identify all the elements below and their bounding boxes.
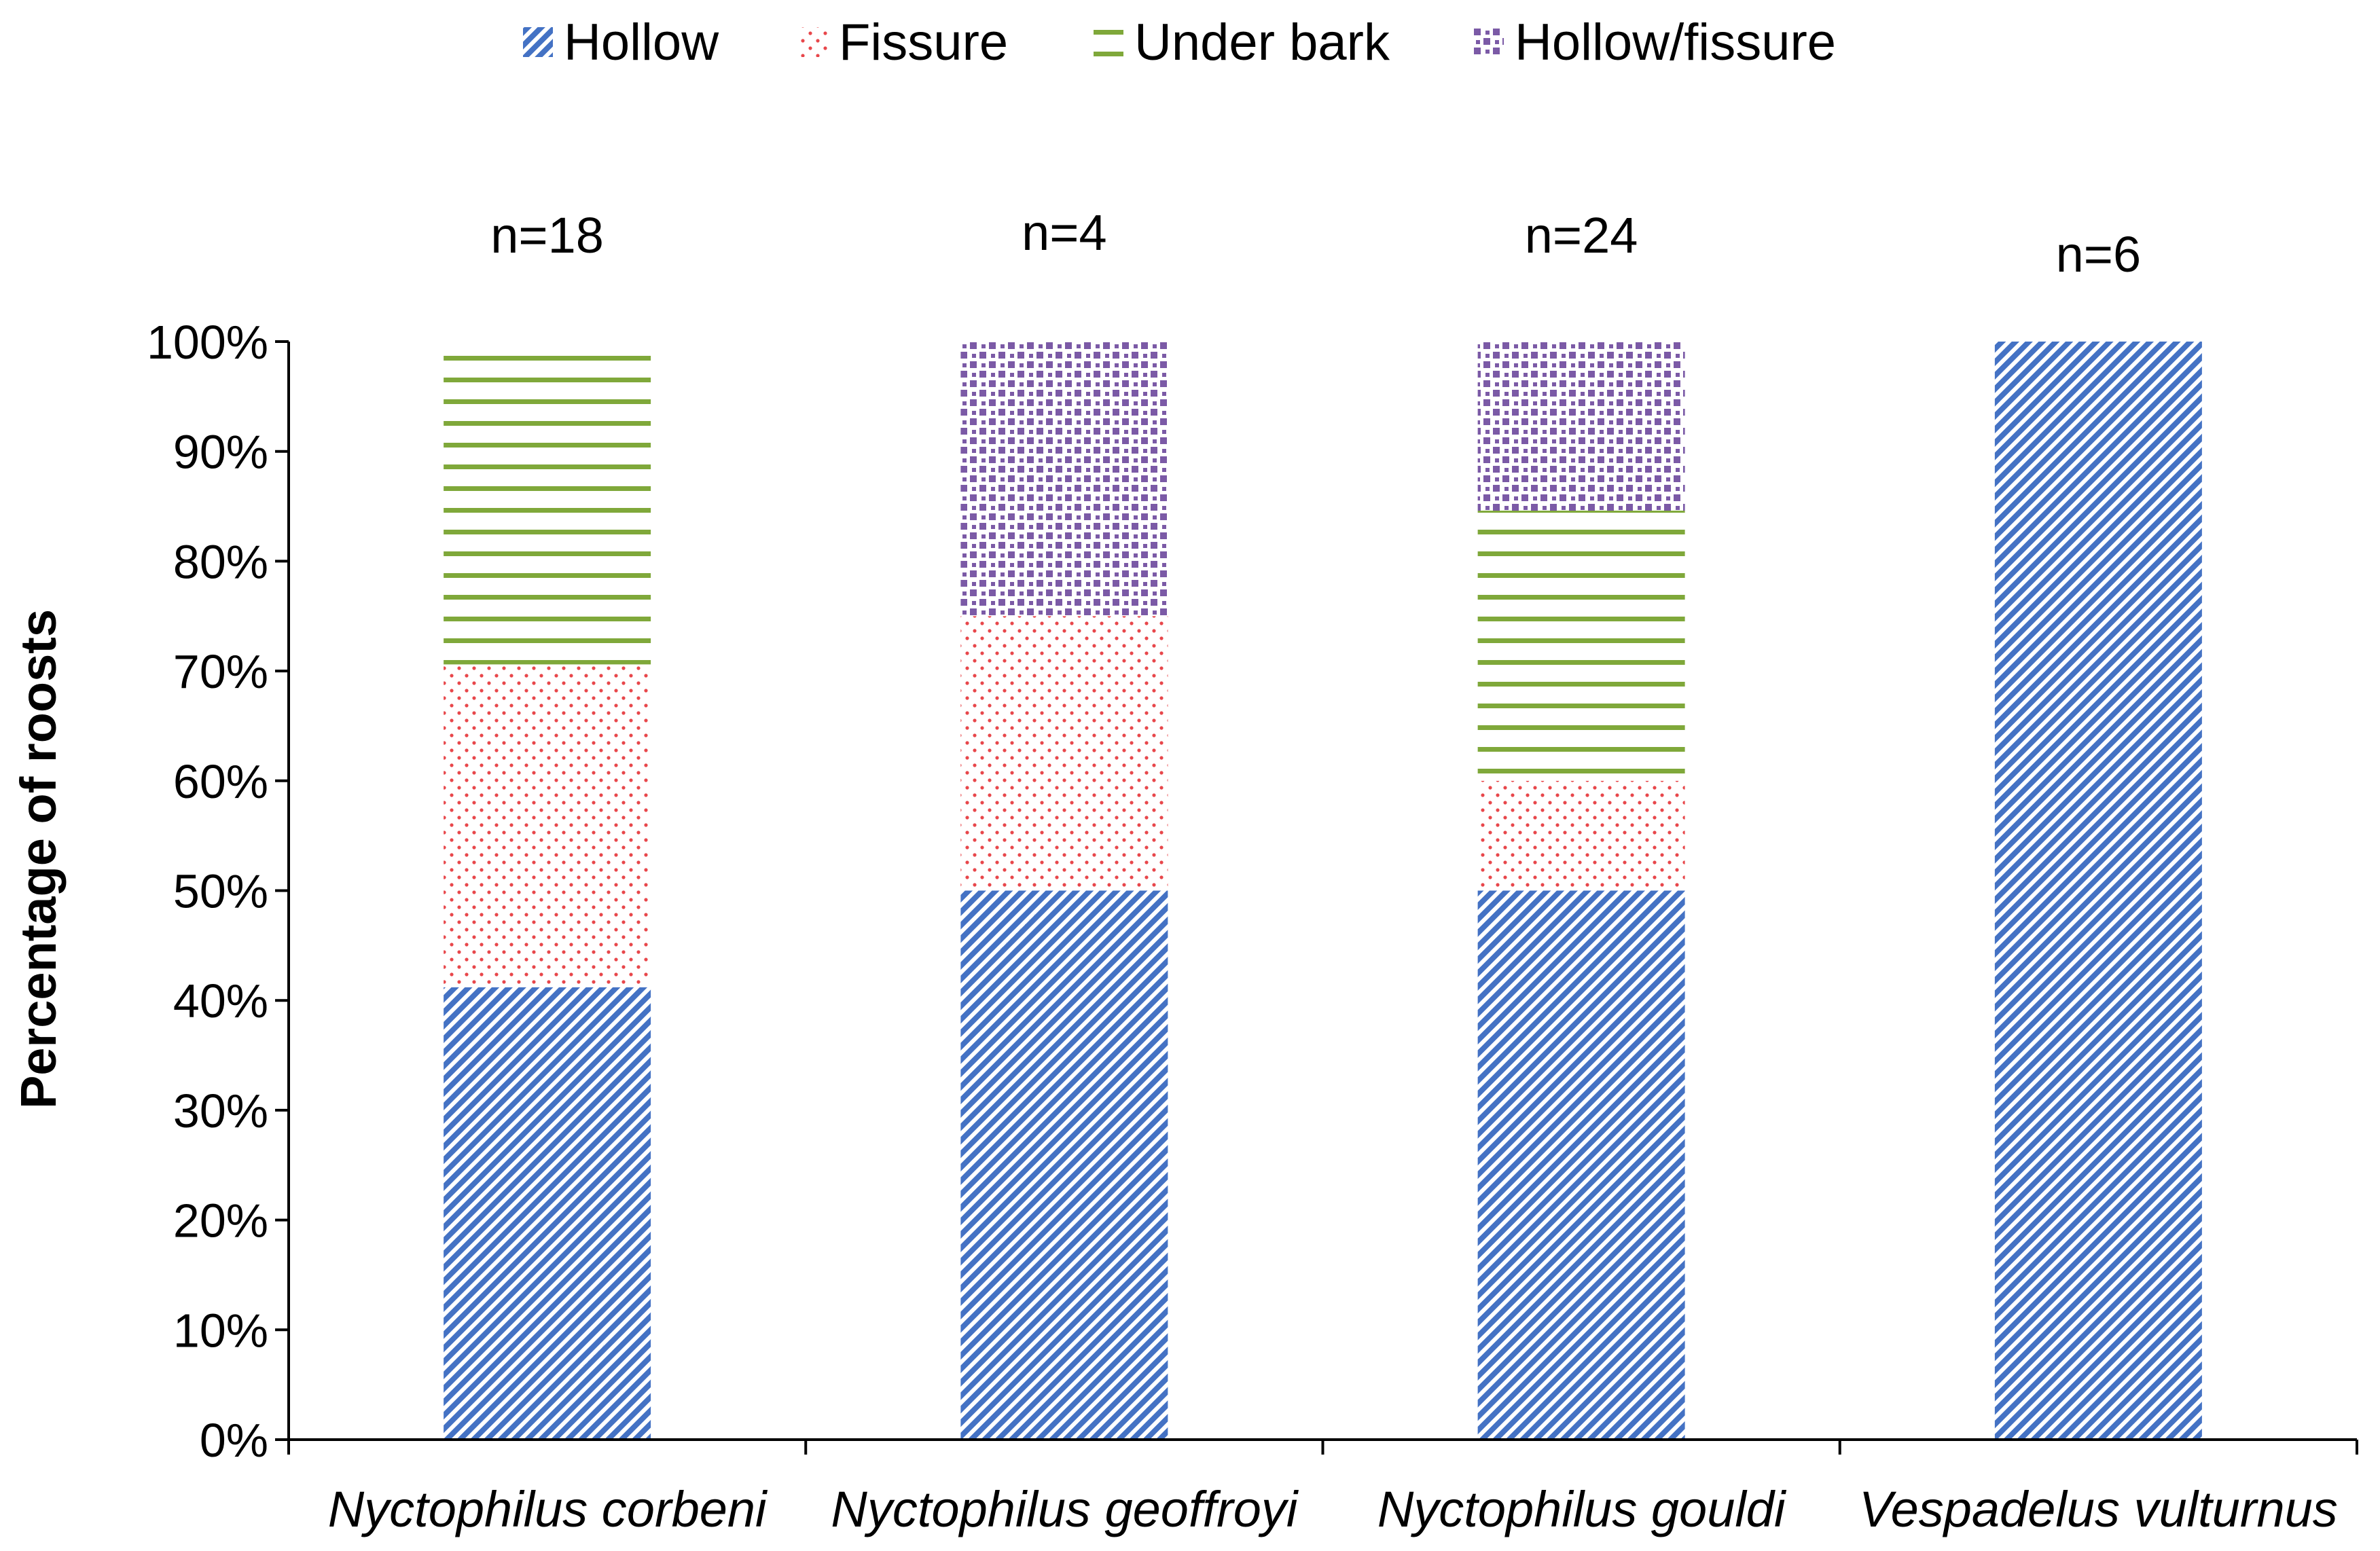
legend-swatch (1474, 27, 1504, 57)
y-tick-label: 100% (147, 316, 268, 369)
bar-segment-hollow (444, 987, 651, 1440)
y-tick-label: 90% (173, 426, 268, 479)
bar-segment-fissure (960, 616, 1168, 891)
bars (444, 342, 2202, 1440)
x-tick-label: Nyctophilus gouldi (1377, 1481, 1787, 1537)
legend-swatch (1094, 27, 1123, 57)
sample-size-label: n=18 (490, 207, 604, 263)
legend-label: Fissure (839, 14, 1008, 71)
chart-legend: Hollow Fissure Under bark Hollow/fissure (523, 14, 1836, 71)
x-tick-label: Nyctophilus geoffroyi (831, 1481, 1299, 1537)
legend-label: Under bark (1134, 14, 1390, 71)
bar-segment-under-bark (1477, 511, 1685, 781)
bar-segment-hollow-fissure (960, 342, 1168, 617)
sample-size-label: n=6 (2056, 226, 2142, 282)
bar-segment-fissure (444, 664, 651, 987)
y-tick-label: 50% (173, 865, 268, 918)
y-tick-label: 60% (173, 755, 268, 808)
x-tick-label: Nyctophilus corbeni (328, 1481, 768, 1537)
sample-size-label: n=4 (1022, 204, 1107, 261)
y-tick-label: 0% (200, 1414, 268, 1467)
sample-size-label: n=24 (1525, 207, 1638, 263)
y-axis-label: Percentage of roosts (10, 609, 67, 1109)
y-tick-label: 70% (173, 645, 268, 698)
y-tick-label: 80% (173, 535, 268, 588)
legend-swatch (798, 27, 828, 57)
y-tick-label: 40% (173, 974, 268, 1027)
sample-size-labels: n=18 n=4 n=24 n=6 (490, 204, 2141, 282)
bar-segment-fissure (1477, 780, 1685, 891)
bar-segment-hollow-fissure (1477, 342, 1685, 511)
legend-swatch (523, 27, 553, 57)
bar-segment-hollow (1994, 342, 2202, 1440)
bar-segment-hollow (960, 890, 1168, 1440)
y-axis: 0% 10% 20% 30% 40% 50% 60% 70% 80% 90% 100% (147, 316, 290, 1467)
legend-label: Hollow (564, 14, 719, 71)
y-tick-label: 10% (173, 1304, 268, 1357)
bar-segment-hollow (1477, 890, 1685, 1440)
legend-label: Hollow/fissure (1515, 14, 1836, 71)
x-tick-label: Vespadelus vulturnus (1859, 1481, 2338, 1537)
y-tick-label: 20% (173, 1194, 268, 1247)
x-axis: Nyctophilus corbeni Nyctophilus geoffroyi… (287, 1438, 2358, 1537)
y-tick-label: 30% (173, 1084, 268, 1137)
bar-segment-under-bark (444, 342, 651, 665)
